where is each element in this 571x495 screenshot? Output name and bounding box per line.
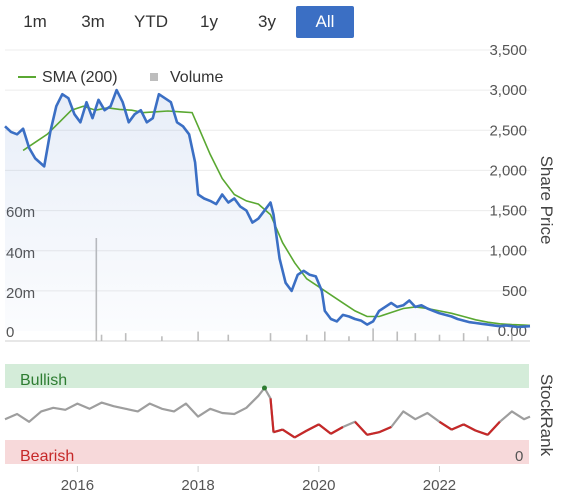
stockrank-bearish-segment — [281, 428, 296, 439]
volume-bar — [269, 333, 272, 341]
price-line — [4, 88, 531, 329]
range-button-1m[interactable]: 1m — [23, 12, 47, 31]
price-area — [5, 90, 530, 331]
price-tick-label: 2,500 — [489, 122, 527, 139]
stockrank-bearish-segments — [269, 398, 501, 439]
volume-bar — [305, 334, 308, 341]
stockrank-bearish-segment — [294, 429, 308, 439]
volume-bar — [124, 333, 127, 341]
stockrank-bearish-segment — [318, 423, 332, 435]
range-button-3y[interactable]: 3y — [258, 12, 276, 31]
stockrank-bearish-segment — [306, 423, 320, 432]
legend-volume-label: Volume — [170, 69, 223, 86]
volume-bar — [372, 328, 374, 341]
price-tick-label: 3,500 — [489, 42, 527, 59]
price-tick-label: 1,500 — [489, 203, 527, 220]
stockrank-bearish-segment — [475, 429, 489, 436]
volume-bar — [414, 333, 417, 341]
volume-bar — [511, 334, 513, 341]
volume-bar — [348, 336, 350, 341]
volume-bar — [161, 336, 163, 341]
range-button-ytd[interactable]: YTD — [134, 12, 168, 31]
x-tick-label: 2020 — [302, 477, 335, 494]
bearish-band — [5, 440, 529, 464]
stockrank-bearish-segment — [378, 425, 392, 434]
stockrank-bearish-segment — [273, 428, 283, 434]
share-price-axis-title: Share Price — [537, 156, 556, 245]
volume-bar — [324, 331, 326, 341]
bullish-label: Bullish — [20, 372, 67, 389]
x-tick-label: 2016 — [61, 477, 94, 494]
volume-bar — [227, 334, 230, 341]
legend-sma-label: SMA (200) — [42, 69, 118, 86]
stockrank-bearish-segment — [366, 431, 380, 436]
legend: SMA (200) Volume — [18, 69, 223, 86]
price-tick-label: 3,000 — [489, 82, 527, 99]
range-button-3m[interactable]: 3m — [81, 12, 105, 31]
bullish-band — [5, 364, 529, 388]
range-selector: 1m 3m YTD 1y 3y All — [6, 6, 354, 38]
stockrank-bearish-segment — [486, 421, 501, 436]
bearish-label: Bearish — [20, 448, 74, 465]
stockrank-peak-point — [261, 385, 267, 391]
stockrank-bearish-segment — [463, 423, 477, 432]
price-tick-label: 2,000 — [489, 162, 527, 179]
x-tick-label: 2022 — [423, 477, 456, 494]
stockrank-bearish-segment — [354, 421, 368, 436]
legend-volume-swatch — [150, 73, 158, 81]
stockrank-bearish-segment — [330, 426, 344, 435]
volume-bar — [438, 334, 441, 341]
stockrank-bearish-segment — [269, 398, 275, 433]
price-tick-label: 500 — [502, 283, 527, 300]
x-tick-label: 2018 — [181, 477, 214, 494]
stockrank-bearish-segment — [451, 423, 465, 431]
range-button-all[interactable]: All — [296, 6, 354, 38]
volume-tick-0: 0 — [6, 324, 14, 341]
volume-bar — [197, 331, 199, 341]
volume-bar — [396, 331, 399, 341]
stockrank-tick-0: 0 — [515, 448, 523, 465]
volume-bar — [462, 333, 465, 341]
price-tick-label: 1,000 — [489, 243, 527, 260]
range-button-1y[interactable]: 1y — [200, 12, 218, 31]
stockrank-bearish-segment — [438, 420, 453, 431]
stockrank-axis-title: StockRank — [537, 374, 556, 457]
volume-bar — [100, 334, 103, 341]
x-axis: 2016 2018 2020 2022 — [61, 466, 456, 494]
volume-bar — [486, 336, 489, 341]
